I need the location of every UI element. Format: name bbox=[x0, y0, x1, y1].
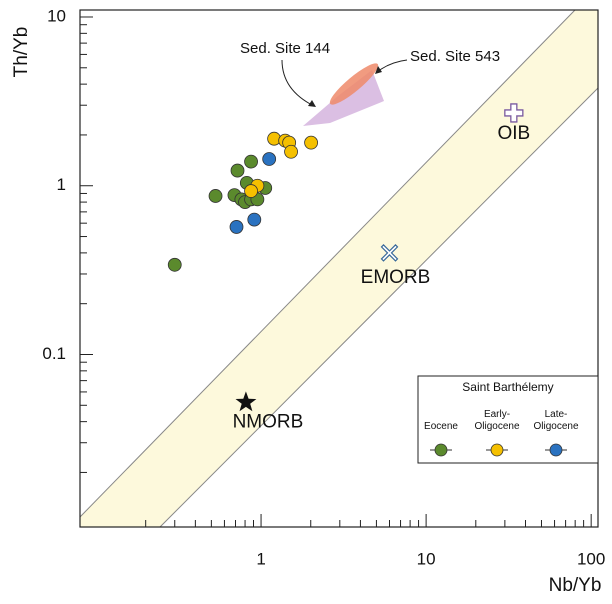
x-tick-label: 100 bbox=[577, 549, 605, 568]
arrow bbox=[281, 59, 315, 107]
plot-frame bbox=[79, 9, 599, 528]
annotation: Sed. Site 543 bbox=[410, 48, 500, 65]
data-point bbox=[208, 189, 223, 203]
reference-marker bbox=[235, 391, 257, 412]
arrow-head bbox=[375, 66, 382, 74]
array-band bbox=[80, 10, 598, 527]
legend-label: Late-Oligocene bbox=[533, 409, 579, 432]
sed-site-543-field bbox=[329, 63, 379, 105]
x-axis-label: Nb/Yb bbox=[549, 575, 602, 596]
reference-label: EMORB bbox=[361, 267, 431, 288]
y-tick-label: 1 bbox=[57, 175, 66, 194]
data-point bbox=[247, 212, 262, 227]
x-tick-label: 1 bbox=[256, 549, 265, 568]
legend-marker bbox=[549, 443, 563, 457]
data-point bbox=[167, 257, 182, 272]
data-point bbox=[229, 220, 244, 234]
legend-title: Saint Barthélemy bbox=[462, 380, 553, 394]
data-point bbox=[284, 144, 298, 159]
data-point bbox=[244, 184, 258, 198]
arrow bbox=[376, 59, 408, 73]
annotation: Sed. Site 144 bbox=[240, 40, 330, 57]
data-point bbox=[262, 152, 277, 166]
data-point bbox=[304, 135, 318, 150]
x-tick-label: 10 bbox=[417, 549, 436, 568]
array-line bbox=[79, 9, 576, 518]
reference-label: NMORB bbox=[233, 411, 304, 432]
reference-label: OIB bbox=[497, 123, 530, 144]
array-line bbox=[159, 87, 599, 528]
y-tick-label: 0.1 bbox=[42, 344, 66, 363]
y-tick-label: 10 bbox=[47, 6, 66, 25]
data-point bbox=[230, 163, 245, 178]
y-axis-label: Th/Yb bbox=[11, 27, 32, 78]
legend-marker bbox=[490, 443, 504, 457]
data-point bbox=[244, 154, 258, 169]
legend-label: Eocene bbox=[424, 421, 458, 432]
reference-marker bbox=[380, 244, 399, 262]
arrow-head bbox=[308, 100, 316, 107]
legend-box bbox=[417, 375, 599, 464]
legend-label: Early-Oligocene bbox=[474, 409, 520, 432]
legend-marker bbox=[434, 443, 448, 457]
reference-marker bbox=[504, 103, 524, 123]
